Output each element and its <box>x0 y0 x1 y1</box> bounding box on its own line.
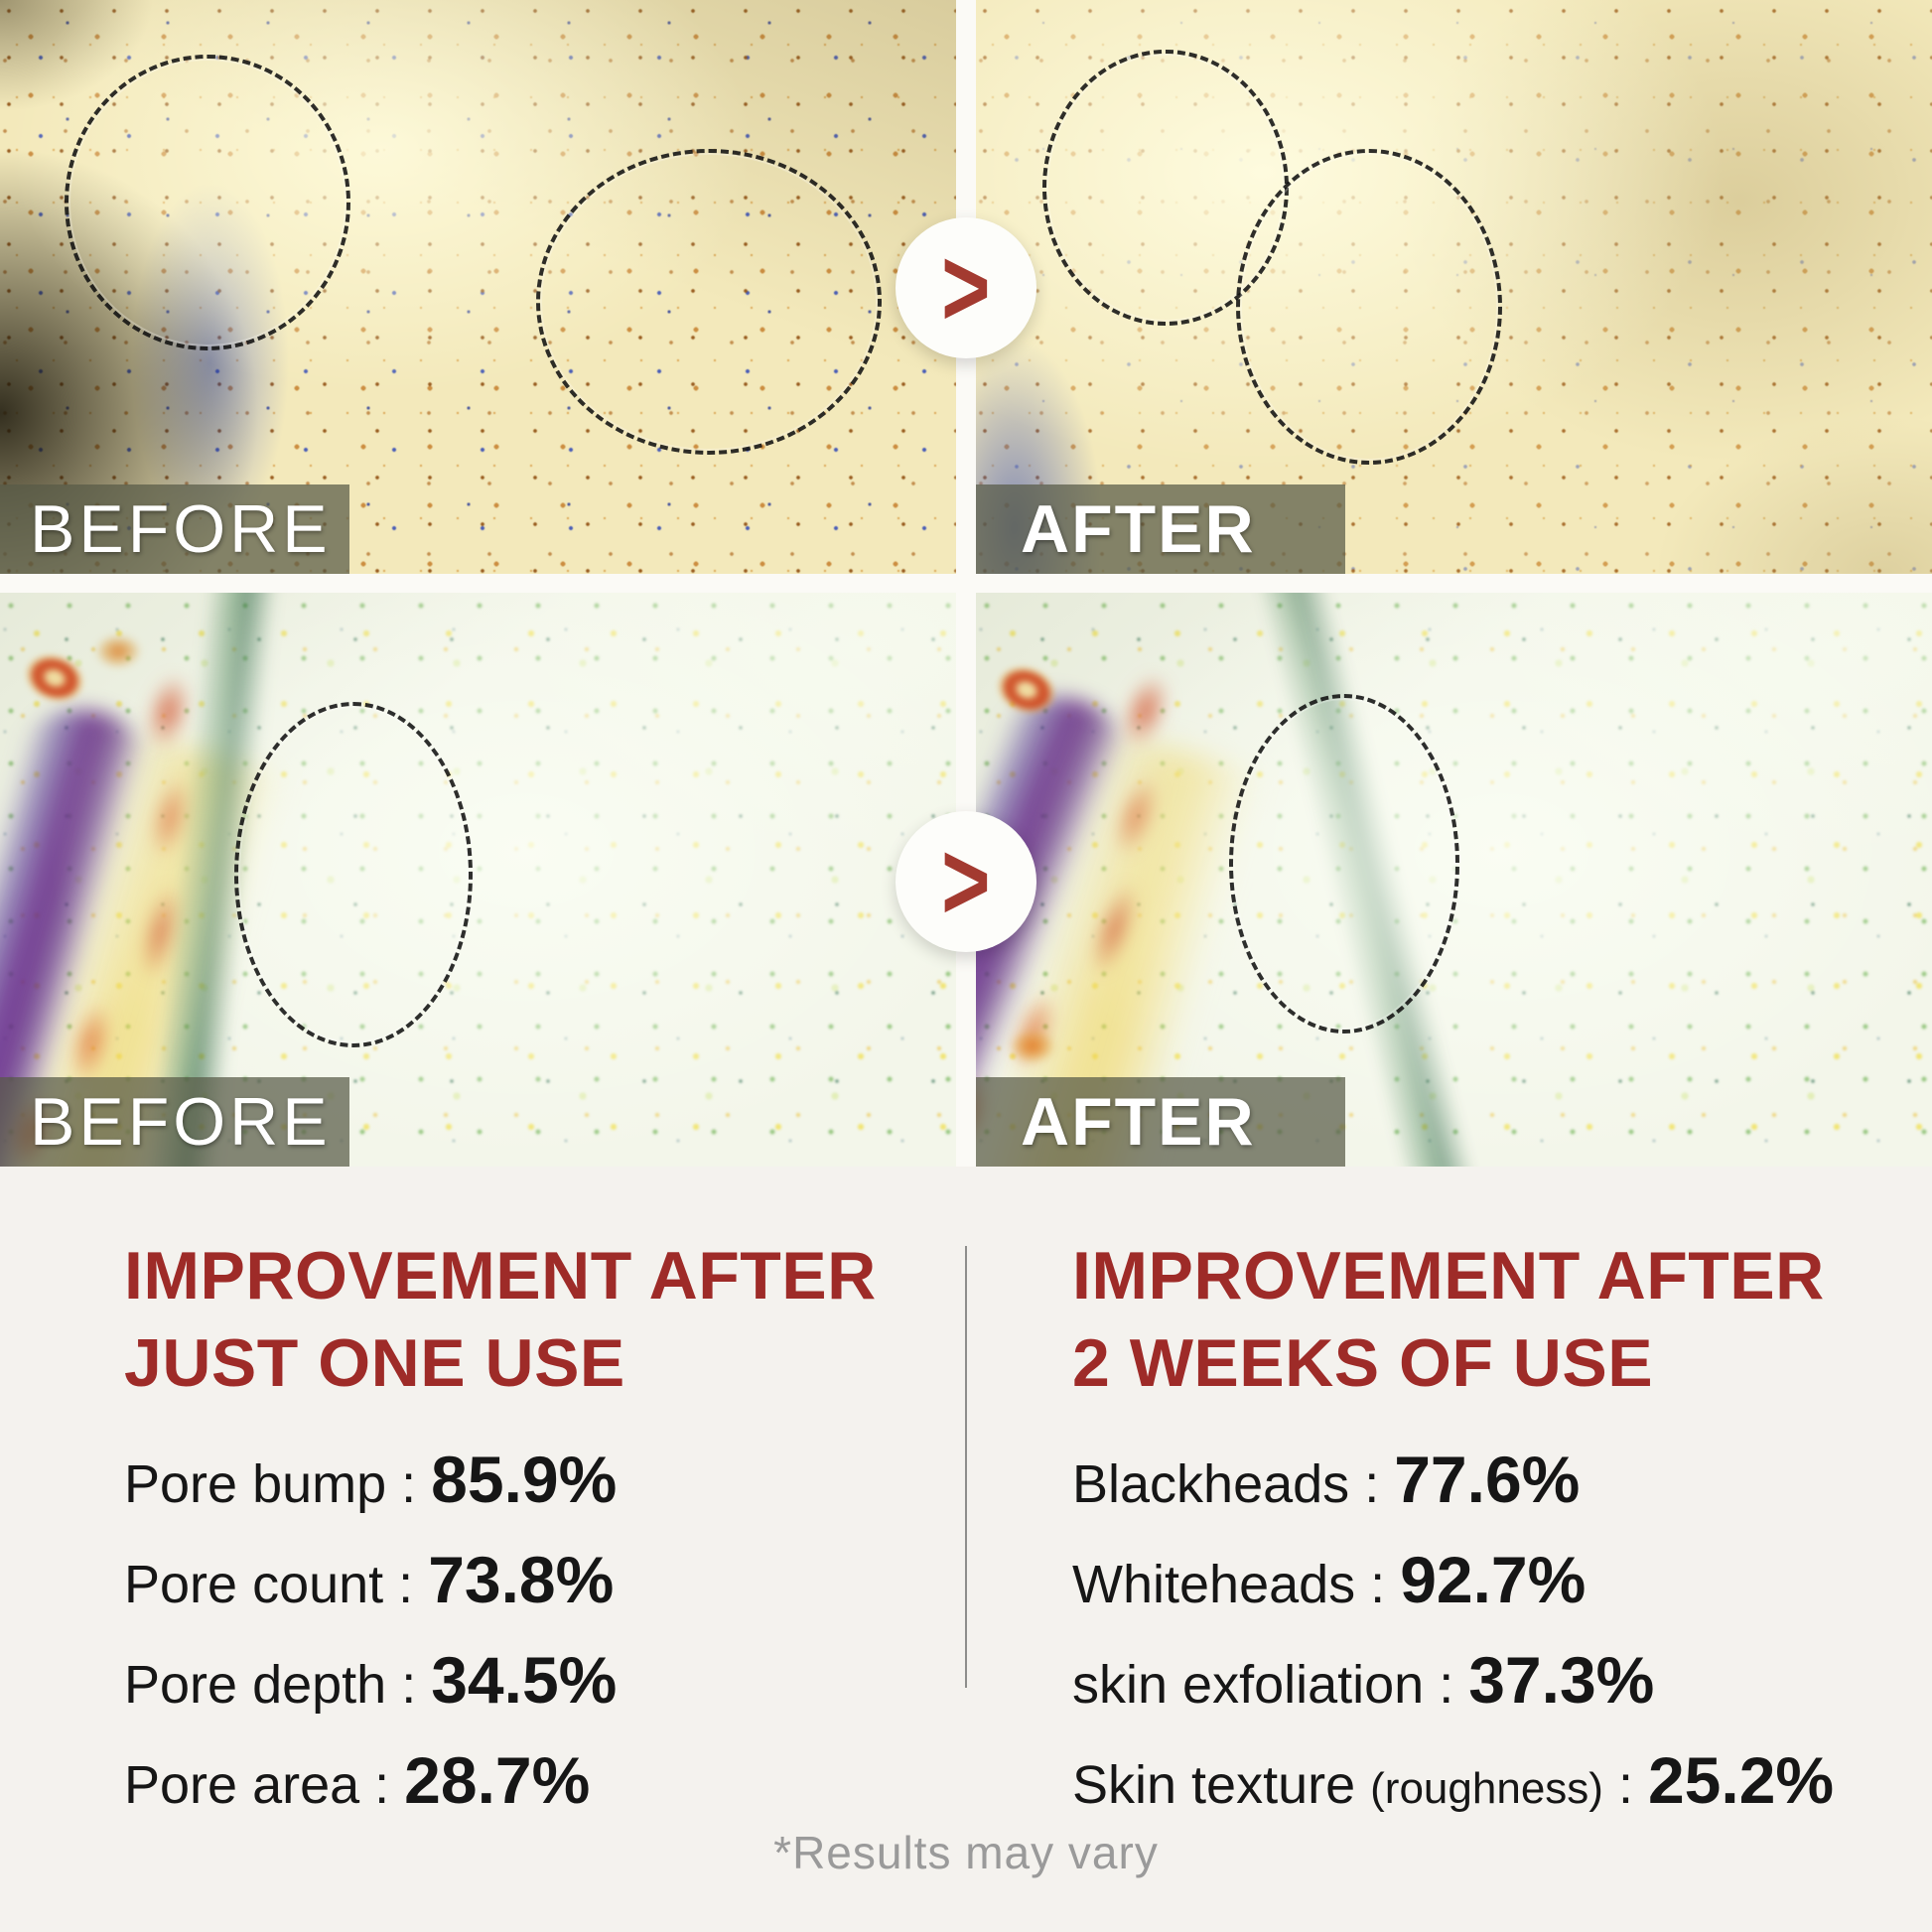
before-photo-texture: BEFORE <box>0 593 956 1167</box>
orange-blob-decoration <box>95 634 141 668</box>
comparison-row-pores: BEFORE AFTER <box>0 0 1932 574</box>
results-column-one-use: IMPROVEMENT AFTER JUST ONE USE Pore bump … <box>124 1232 918 1848</box>
stat-row: Pore bump : 85.9% <box>124 1447 918 1517</box>
stat-value: 28.7% <box>404 1743 591 1817</box>
stat-separator: : <box>386 1454 432 1514</box>
stat-label: skin exfoliation <box>1072 1655 1425 1715</box>
before-label: BEFORE <box>0 1077 349 1167</box>
arrow-badge: > <box>896 811 1036 952</box>
inspection-circle <box>1229 694 1459 1034</box>
after-photo-texture: AFTER <box>976 593 1932 1167</box>
comparison-row-texture: BEFORE AFTER <box>0 593 1932 1167</box>
stat-row: Pore count : 73.8% <box>124 1547 918 1617</box>
chevron-right-icon: > <box>941 225 991 350</box>
inspection-circle <box>1236 149 1502 465</box>
stat-label: Pore count <box>124 1555 384 1614</box>
stat-row: Skin texture (roughness) : 25.2% <box>1072 1747 1896 1822</box>
stat-label: Skin texture <box>1072 1755 1356 1815</box>
red-blob-decoration <box>17 644 92 712</box>
stat-label: Whiteheads <box>1072 1555 1356 1614</box>
column-divider <box>965 1246 967 1688</box>
stat-value: 34.5% <box>431 1643 618 1717</box>
stat-row: Blackheads : 77.6% <box>1072 1447 1896 1517</box>
stat-separator: : <box>386 1655 432 1715</box>
stat-value: 25.2% <box>1647 1743 1835 1817</box>
stat-row: skin exfoliation : 37.3% <box>1072 1647 1896 1718</box>
stat-list: Pore bump : 85.9% Pore count : 73.8% Por… <box>124 1447 918 1818</box>
stat-separator: : <box>359 1755 405 1815</box>
stat-row: Pore depth : 34.5% <box>124 1647 918 1718</box>
stat-label: Pore bump <box>124 1454 387 1514</box>
results-title: IMPROVEMENT AFTER JUST ONE USE <box>124 1238 877 1401</box>
inspection-circle <box>65 55 350 350</box>
stat-separator: : <box>383 1555 429 1614</box>
after-label: AFTER <box>976 1077 1345 1167</box>
arrow-badge: > <box>896 217 1036 358</box>
red-blob-decoration <box>989 656 1064 724</box>
inspection-circle <box>536 149 882 455</box>
after-photo-pores: AFTER <box>976 0 1932 574</box>
results-column-two-weeks: IMPROVEMENT AFTER 2 WEEKS OF USE Blackhea… <box>1072 1232 1896 1852</box>
results-title: IMPROVEMENT AFTER 2 WEEKS OF USE <box>1072 1238 1825 1401</box>
stat-list: Blackheads : 77.6% Whiteheads92.7% : 92.… <box>1072 1447 1896 1822</box>
stat-note: (roughness) <box>1370 1764 1603 1813</box>
stat-label: Blackheads <box>1072 1454 1350 1514</box>
stat-value: 73.8% <box>428 1543 615 1616</box>
stat-separator: : <box>1349 1454 1395 1514</box>
chevron-right-icon: > <box>941 819 991 944</box>
before-photo-pores: BEFORE <box>0 0 956 574</box>
stat-value: 92.7% <box>1400 1543 1587 1616</box>
stat-row: Pore area : 28.7% <box>124 1747 918 1818</box>
comparison-grid: BEFORE AFTER BEFORE <box>0 0 1932 1167</box>
stat-separator: : <box>1424 1655 1469 1715</box>
orange-blob-decoration <box>1010 1030 1055 1063</box>
stat-label: Pore depth <box>124 1655 387 1715</box>
horizontal-divider <box>0 574 1932 593</box>
stat-separator: : <box>1602 1755 1648 1815</box>
disclaimer-text: *Results may vary <box>773 1827 1159 1878</box>
stat-row: Whiteheads92.7% : 92.7% <box>1072 1547 1896 1617</box>
inspection-circle <box>234 702 473 1047</box>
stat-label: Pore area <box>124 1755 360 1815</box>
stat-value: 77.6% <box>1394 1443 1581 1516</box>
before-label: BEFORE <box>0 484 349 574</box>
stat-separator: : <box>1355 1555 1401 1614</box>
results-panel: IMPROVEMENT AFTER JUST ONE USE Pore bump … <box>0 1167 1932 1932</box>
after-label: AFTER <box>976 484 1345 574</box>
stat-value: 85.9% <box>431 1443 618 1516</box>
stat-value: 37.3% <box>1468 1643 1655 1717</box>
